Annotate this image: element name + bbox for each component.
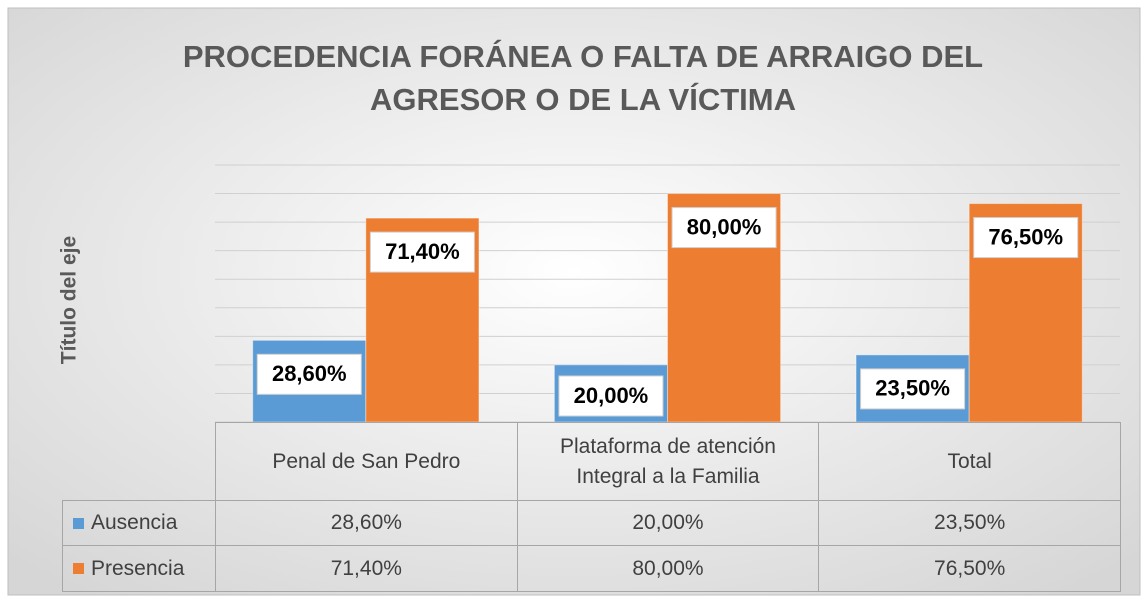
table-value-cell: 28,60% xyxy=(215,500,518,546)
data-label: 80,00% xyxy=(687,214,762,239)
table-header-cell: Total xyxy=(818,422,1121,501)
data-label: 71,40% xyxy=(385,239,460,264)
table-value-cell: 76,50% xyxy=(818,545,1121,592)
title-box: PROCEDENCIA FORÁNEA O FALTA DE ARRAIGO D… xyxy=(182,39,984,117)
data-label-box xyxy=(973,217,1079,259)
data-label-box xyxy=(558,375,664,417)
table-value-cell: 23,50% xyxy=(818,500,1121,546)
chart-background xyxy=(7,7,1141,596)
data-label-box xyxy=(671,207,777,249)
chart-title: PROCEDENCIA FORÁNEA O FALTA DE ARRAIGO D… xyxy=(182,39,984,117)
table-legend-cell: Presencia xyxy=(62,545,216,592)
table-legend-cell: Ausencia xyxy=(62,500,216,546)
table-value-cell: 20,00% xyxy=(516,500,820,546)
legend-key xyxy=(73,563,84,574)
legend-key xyxy=(73,517,84,529)
table-value-cell: 80,00% xyxy=(516,545,820,592)
table-header-cell: Penal de San Pedro xyxy=(215,422,518,501)
legend-label: Ausencia xyxy=(91,511,178,534)
data-label: 23,50% xyxy=(875,376,950,401)
data-label-box xyxy=(860,368,966,410)
y-axis-title: Título del eje xyxy=(58,236,81,364)
data-label-box xyxy=(369,231,475,273)
table-header-cell: Plataforma de atención Integral a la Fam… xyxy=(516,422,820,501)
data-label-box xyxy=(256,353,362,395)
table-value-cell: 71,40% xyxy=(215,545,518,592)
data-label: 76,50% xyxy=(988,224,1063,249)
data-label: 20,00% xyxy=(574,383,649,408)
data-label: 28,60% xyxy=(272,361,347,386)
legend-label: Presencia xyxy=(91,556,185,580)
